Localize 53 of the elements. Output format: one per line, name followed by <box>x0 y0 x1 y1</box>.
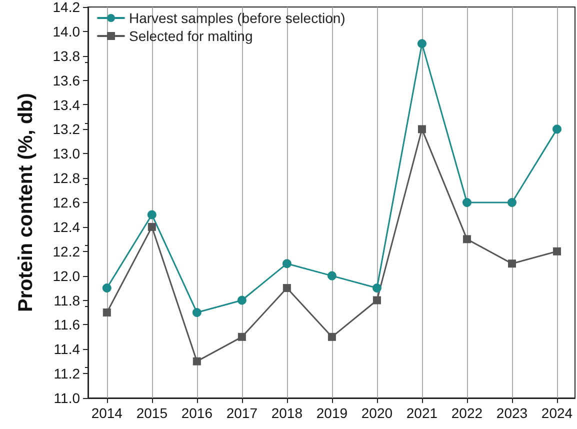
point <box>148 222 156 231</box>
y-tick-label: 11.4 <box>54 341 80 358</box>
y-tick-label: 12.8 <box>52 170 80 186</box>
x-tick-label: 2022 <box>451 405 483 421</box>
point <box>192 357 201 366</box>
y-tick-label: 14.2 <box>52 0 80 15</box>
point <box>417 39 426 48</box>
legend-label: Harvest samples (before selection) <box>129 10 346 26</box>
point <box>508 260 516 268</box>
x-tick-label: 2024 <box>541 405 573 421</box>
point <box>102 284 112 293</box>
y-axis-title: Protein content (%, db) <box>15 93 37 312</box>
y-tick-label: 14.0 <box>52 23 80 40</box>
point <box>238 332 246 341</box>
y-tick-label: 12.4 <box>52 218 80 235</box>
y-tick-label: 12.0 <box>52 268 80 284</box>
x-tick-label: 2017 <box>226 405 258 421</box>
x-tick-label: 2016 <box>181 405 213 421</box>
point <box>372 296 381 304</box>
point <box>418 125 426 134</box>
x-tick-label: 2020 <box>361 405 393 421</box>
y-tick-label: 13.2 <box>52 121 80 138</box>
x-tick-label: 2021 <box>406 405 438 421</box>
point <box>327 271 336 280</box>
y-tick-label: 12.6 <box>52 194 80 210</box>
y-tick-label: 13.0 <box>52 146 80 162</box>
y-tick-label: 13.4 <box>52 96 80 113</box>
point <box>282 284 291 292</box>
x-tick-label: 2014 <box>91 405 123 421</box>
y-tick-label: 13.6 <box>52 72 80 88</box>
point <box>372 284 382 293</box>
point <box>102 308 111 316</box>
point <box>507 198 516 207</box>
y-tick-label: 11.0 <box>54 390 80 406</box>
y-tick-label: 11.8 <box>54 292 80 308</box>
y-tick-label: 11.6 <box>54 316 80 333</box>
point <box>462 198 472 207</box>
point <box>552 124 562 134</box>
point <box>462 235 471 244</box>
point <box>147 210 156 220</box>
y-tick-label: 12.2 <box>52 243 80 260</box>
y-tick-label: 13.8 <box>52 48 80 64</box>
x-tick-label: 2015 <box>136 405 168 421</box>
point <box>237 296 246 305</box>
point <box>328 332 336 341</box>
x-tick-label: 2019 <box>316 405 348 421</box>
x-tick-label: 2023 <box>496 405 528 421</box>
legend-label: Selected for malting <box>129 28 253 44</box>
point <box>282 259 292 268</box>
x-tick-label: 2018 <box>271 405 303 421</box>
point <box>552 247 561 256</box>
y-tick-label: 11.2 <box>54 366 80 382</box>
point <box>192 308 202 317</box>
